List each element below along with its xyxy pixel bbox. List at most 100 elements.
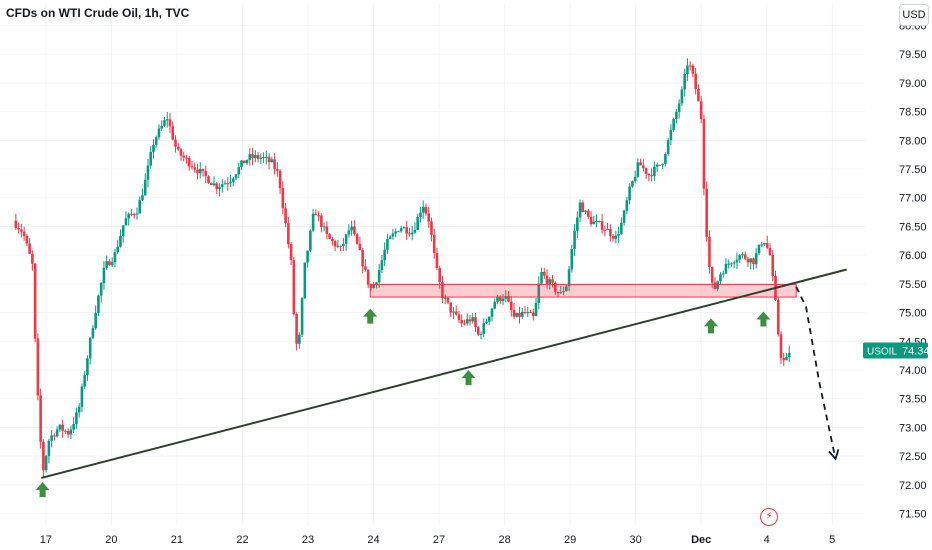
candle-body: [25, 235, 29, 244]
candle-body: [677, 103, 681, 112]
trendline[interactable]: [41, 268, 847, 479]
lightning-icon[interactable]: ⚡︎: [760, 508, 778, 526]
x-tick-label: 21: [171, 534, 183, 546]
y-tick-label: 76.50: [899, 221, 927, 233]
candle-body: [372, 283, 375, 288]
candle-body: [193, 167, 197, 170]
candle-body: [154, 137, 158, 145]
x-tick-label: 29: [564, 534, 576, 546]
candle-body: [760, 244, 764, 246]
candle-body: [386, 238, 389, 250]
candle-body: [482, 323, 486, 335]
candle-body: [581, 202, 585, 213]
candle-body: [785, 357, 788, 361]
candle-body: [157, 128, 161, 138]
candle-body: [474, 317, 477, 328]
candle-body: [589, 216, 593, 225]
candle-body: [149, 151, 153, 166]
candle-body: [713, 282, 717, 289]
candle-body: [416, 216, 419, 230]
candle-body: [507, 296, 510, 302]
x-tick-label: 22: [236, 534, 248, 546]
candle-body: [226, 183, 230, 185]
candle-body: [446, 297, 450, 303]
candle-body: [410, 232, 414, 235]
y-tick-label: 78.50: [899, 107, 927, 119]
candle-body: [94, 312, 97, 329]
candle-body: [754, 253, 758, 265]
candle-body: [311, 214, 315, 231]
currency-button[interactable]: USD: [899, 4, 929, 26]
candle-body: [223, 183, 227, 185]
candle-body: [518, 312, 521, 317]
candle-body: [427, 213, 430, 222]
candle-body: [119, 235, 122, 247]
candle-body: [617, 233, 620, 236]
candle-body: [303, 262, 307, 299]
candle-body: [242, 160, 246, 164]
candle-body: [639, 162, 642, 166]
candle-body: [686, 65, 689, 75]
candle-body: [171, 126, 175, 140]
candle-body: [465, 319, 469, 324]
candle-body: [402, 227, 406, 229]
candle-body: [317, 215, 320, 217]
y-tick-label: 74.00: [899, 365, 927, 377]
x-tick-label: 28: [498, 534, 510, 546]
candle-body: [432, 234, 436, 254]
candle-body: [666, 139, 670, 154]
candle-body: [757, 244, 761, 254]
candle-body: [39, 395, 42, 442]
candle-body: [209, 183, 213, 186]
price-axis[interactable]: 71.5072.0072.5073.0073.5074.0074.5075.00…: [899, 20, 927, 520]
last-price-tag: USOIL 74.34: [863, 342, 930, 359]
candle-body: [587, 210, 590, 217]
candle-body: [143, 179, 147, 196]
candle-body: [105, 261, 108, 268]
candle-body: [520, 311, 524, 317]
candle-body: [50, 435, 53, 441]
time-axis[interactable]: 17 20 21 22 23 24 27 28 29 30 Dec 4 5: [40, 534, 836, 546]
candle-body: [64, 430, 67, 432]
candle-body: [380, 260, 384, 271]
candle-body: [647, 174, 651, 176]
candle-body: [578, 202, 582, 218]
candle-body: [212, 183, 216, 186]
up-arrow-icon: [363, 308, 378, 324]
candle-body: [710, 266, 714, 283]
candle-body: [675, 111, 678, 120]
candle-body: [344, 234, 348, 245]
candle-body: [80, 386, 84, 407]
candle-body: [680, 89, 684, 104]
projection-arrow-path: [795, 286, 837, 460]
support-zone: [369, 283, 797, 298]
up-arrow-icon: [35, 482, 50, 498]
y-tick-label: 73.00: [899, 422, 927, 434]
candle-body: [705, 188, 708, 237]
candle-body: [289, 244, 293, 260]
x-tick-label: 5: [829, 534, 835, 546]
candle-body: [515, 312, 519, 317]
candle-body: [83, 375, 86, 387]
y-tick-label: 79.50: [899, 49, 927, 61]
candle-body: [697, 88, 700, 102]
candle-body: [509, 301, 513, 310]
candle-body: [454, 311, 458, 315]
y-tick-label: 76.00: [899, 250, 927, 262]
candle-body: [163, 120, 166, 126]
candle-body: [570, 248, 574, 270]
candle-body: [452, 311, 455, 313]
candle-body: [496, 296, 499, 302]
candle-body: [77, 406, 81, 413]
candle-body: [479, 334, 483, 336]
candle-body: [595, 221, 598, 223]
candle-body: [276, 169, 279, 171]
candle-body: [741, 254, 744, 256]
candle-body: [58, 424, 62, 430]
candle-body: [218, 186, 221, 189]
candle-body: [727, 263, 730, 265]
candle-body: [419, 212, 422, 217]
candle-body: [165, 119, 169, 121]
candle-body: [683, 74, 686, 90]
